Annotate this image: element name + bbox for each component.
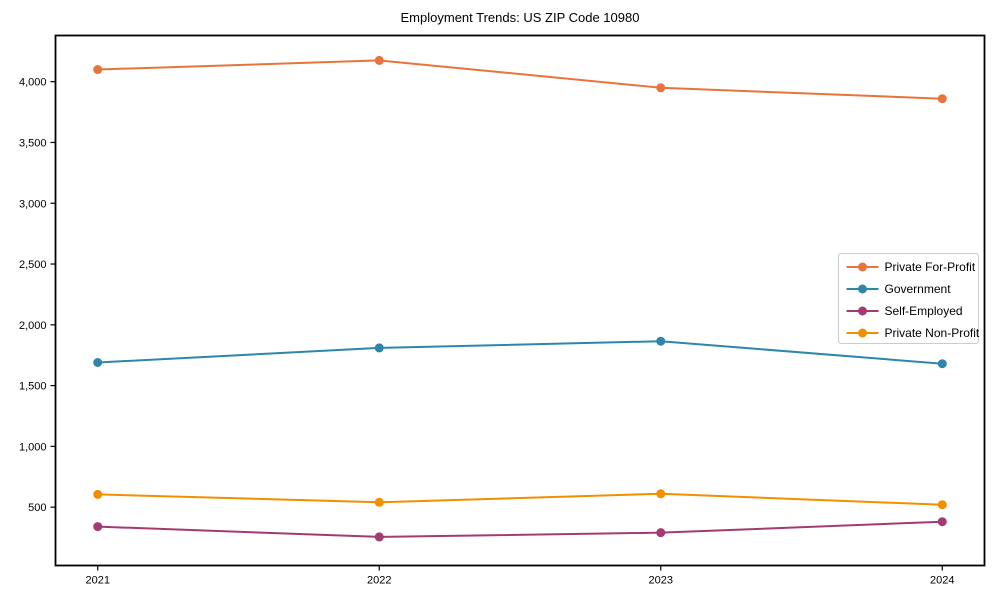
y-tick-label: 2,000 <box>19 320 47 332</box>
data-point-marker-government <box>937 359 947 369</box>
legend-marker-private-non-profit <box>858 328 867 338</box>
data-point-marker-private-for-profit <box>937 94 947 104</box>
y-tick-label: 3,000 <box>19 198 47 210</box>
x-tick-label: 2023 <box>649 575 673 587</box>
legend-label-government: Government <box>885 282 952 296</box>
x-tick-label: 2021 <box>85 575 109 587</box>
x-tick-label: 2022 <box>367 575 391 587</box>
data-point-marker-private-non-profit <box>656 489 666 499</box>
data-point-marker-self-employed <box>656 528 666 538</box>
legend-marker-government <box>858 284 867 294</box>
data-point-marker-private-for-profit <box>374 55 384 65</box>
data-point-marker-self-employed <box>93 522 103 532</box>
y-tick-label: 500 <box>28 502 46 514</box>
legend-label-private-non-profit: Private Non-Profit <box>885 326 980 340</box>
y-tick-label: 4,000 <box>19 77 47 89</box>
y-tick-label: 2,500 <box>19 259 47 271</box>
data-point-marker-government <box>656 336 666 346</box>
data-point-marker-self-employed <box>374 532 384 542</box>
plot-frame <box>54 34 986 567</box>
data-point-marker-private-for-profit <box>656 83 666 93</box>
series-line-private-for-profit <box>96 59 944 100</box>
data-point-marker-government <box>374 343 384 353</box>
legend-label-self-employed: Self-Employed <box>885 304 963 318</box>
legend-marker-self-employed <box>858 306 867 316</box>
series-line-government <box>96 340 944 365</box>
y-tick-label: 1,500 <box>19 381 47 393</box>
legend-marker-private-for-profit <box>858 262 867 272</box>
data-point-marker-government <box>93 357 103 367</box>
data-point-marker-private-non-profit <box>937 500 947 510</box>
legend-label-private-for-profit: Private For-Profit <box>885 260 976 274</box>
data-point-marker-self-employed <box>937 517 947 527</box>
series-line-self-employed <box>96 520 944 538</box>
x-tick-label: 2024 <box>930 575 954 587</box>
legend-box <box>838 253 979 344</box>
data-point-marker-private-non-profit <box>93 489 103 499</box>
y-tick-label: 1,000 <box>19 441 47 453</box>
y-tick-label: 3,500 <box>19 137 47 149</box>
data-point-marker-private-for-profit <box>93 65 103 75</box>
chart-title: Employment Trends: US ZIP Code 10980 <box>400 10 640 25</box>
series-line-private-non-profit <box>96 492 944 506</box>
data-point-marker-private-non-profit <box>374 497 384 507</box>
